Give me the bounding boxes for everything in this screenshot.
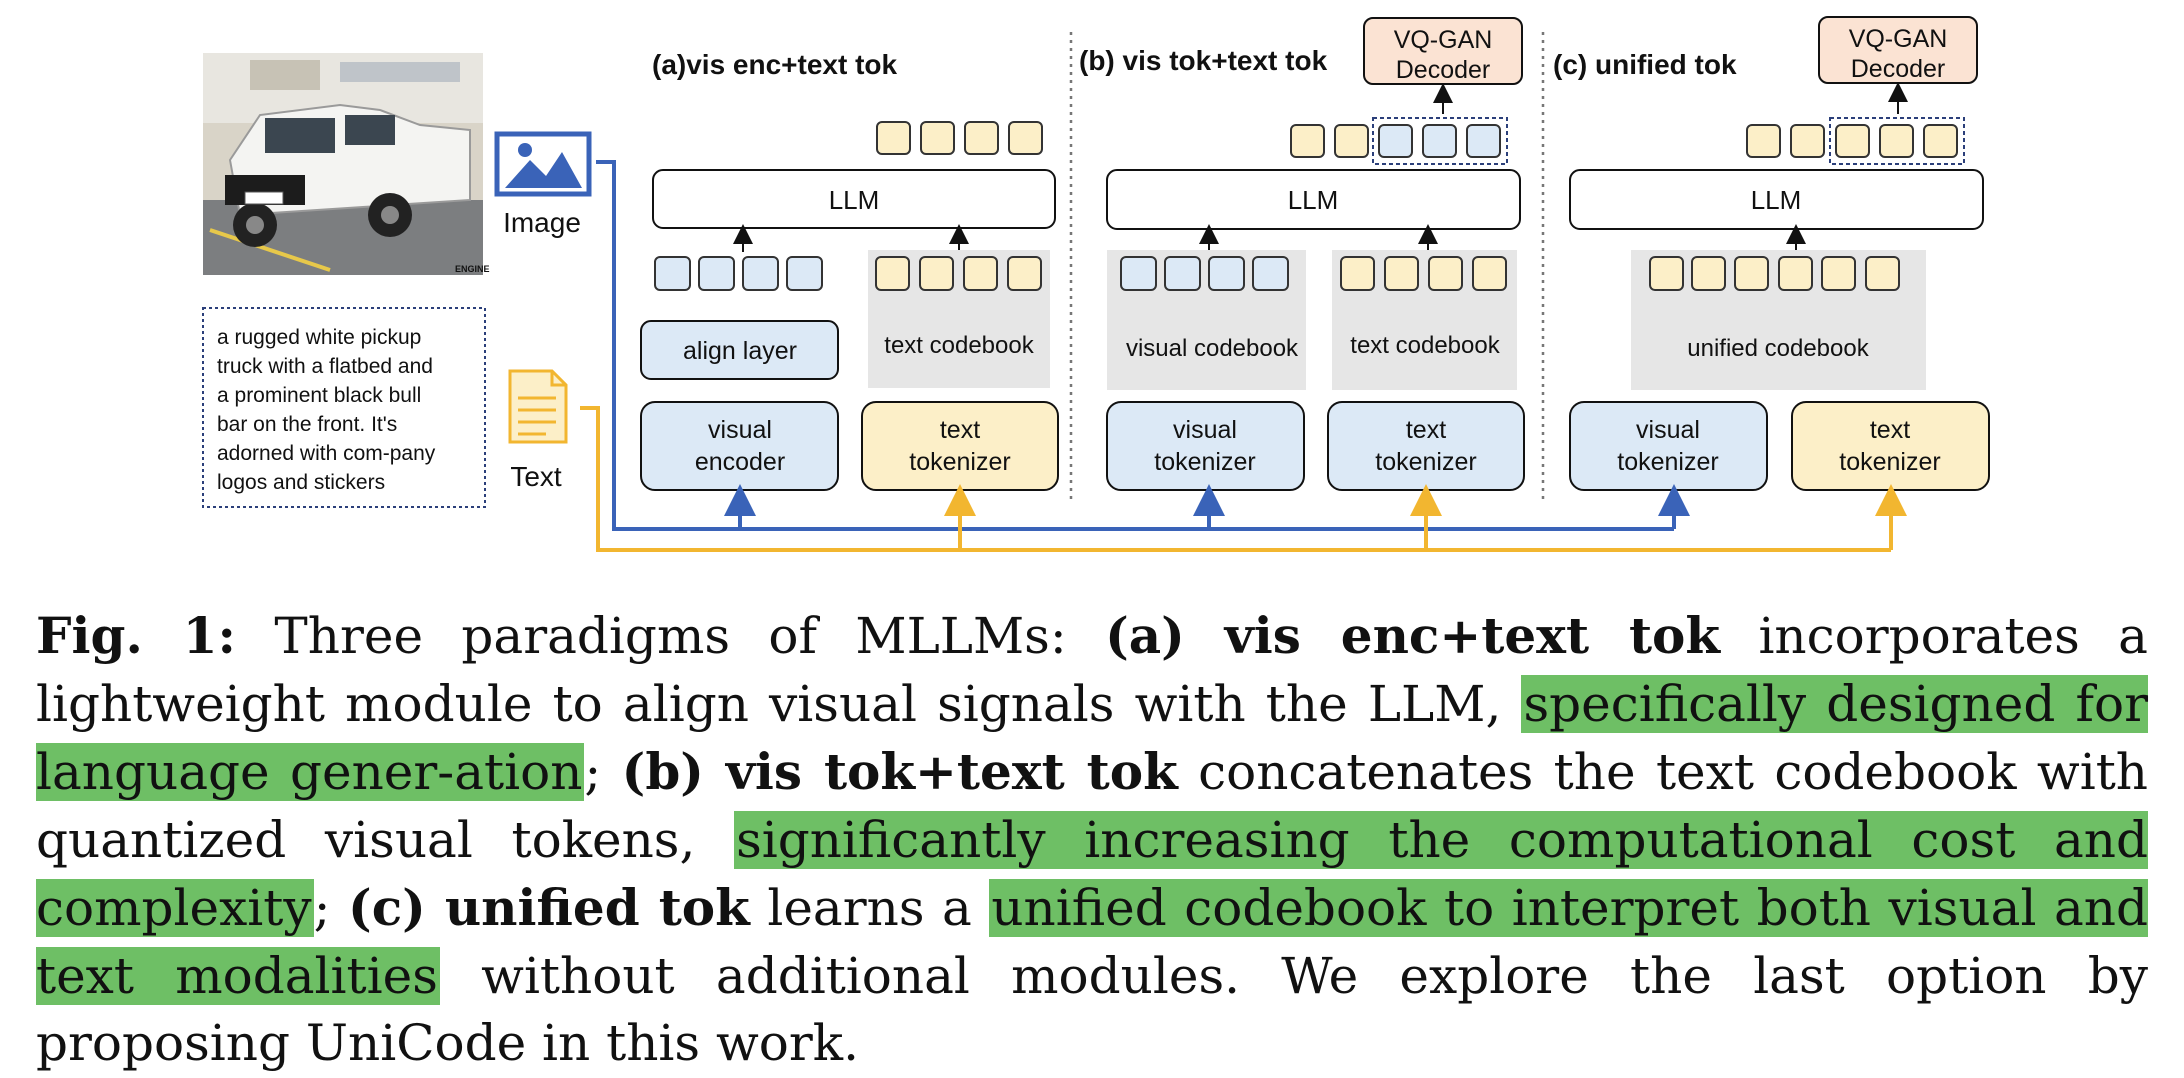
text-tokenizer-label: text [1870,416,1910,444]
caption-text: concatenates the text codebook with quan… [36,743,2149,869]
image-token-group [1829,117,1965,165]
llm-box [1106,169,1521,230]
output-tokens [1290,124,1501,158]
llm-label: LLM [829,185,880,215]
visual-codebook-tokens [1120,256,1289,291]
vq-gan-decoder-label: VQ-GAN [1394,26,1493,54]
sample-text-line: truck with a flatbed and [217,355,433,378]
text-label: Text [510,461,562,492]
sample-text-line: a rugged white pickup [217,326,421,349]
visual-encoder-label: visual [708,416,772,444]
align-layer-label: align layer [683,337,797,365]
panel-c: (c) unified tok VQ-GAN Decoder LLM unifi… [1553,16,1990,491]
caption-fig-label: Fig. 1: [36,606,237,665]
text-codebook-tokens [1340,256,1507,291]
caption-text: ; [584,743,622,801]
visual-tokenizer-label: tokenizer [1617,448,1718,476]
visual-tokenizer-label: visual [1173,416,1237,444]
image-flow-lines [596,160,1690,531]
visual-encoder-label: encoder [695,448,785,476]
output-tokens [876,121,1043,155]
sample-text-box [202,307,486,508]
panel-a: (a)vis enc+text tok LLM text codebook a [640,49,1059,491]
sample-text-line: a prominent black bull [217,384,421,407]
text-codebook-label: text codebook [1350,332,1500,359]
text-tokenizer-label: tokenizer [1839,448,1940,476]
panel-b: (b) vis tok+text tok VQ-GAN Decoder LLM … [1079,17,1525,491]
truck-photo: ENGINE [203,53,490,275]
visual-tokenizer-label: visual [1636,416,1700,444]
photo-watermark: ENGINE [455,264,490,274]
caption-text: ; [313,879,349,937]
caption-text: learns a [749,879,990,937]
unified-codebook-tokens [1649,256,1900,291]
caption-text: incorporates a lightweight module to ali… [36,607,2148,733]
panel-c-title: (c) unified tok [1553,49,1737,80]
image-icon [494,131,592,197]
text-tokenizer-label: tokenizer [1375,448,1476,476]
vq-gan-decoder-label: Decoder [1396,56,1491,84]
vq-gan-decoder-label: Decoder [1851,55,1946,83]
image-label: Image [503,207,581,238]
output-tokens [1746,124,1958,158]
sample-text: a rugged white pickup truck with a flatb… [217,326,436,494]
text-tokenizer-label: tokenizer [909,448,1010,476]
caption-paradigm-c: (c) unified tok [348,878,750,937]
caption-paradigm-a: (a) vis enc+text tok [1105,606,1721,665]
text-tokenizer-label: text [940,416,980,444]
vq-gan-decoder-label: VQ-GAN [1849,25,1948,53]
llm-box [1569,169,1984,230]
visual-codebook-label: visual codebook [1126,335,1299,362]
caption-text: Three paradigms of MLLMs: [236,607,1106,665]
panel-b-title: (b) vis tok+text tok [1079,45,1328,76]
codebook-tokens [875,256,1042,291]
unified-codebook-label: unified codebook [1687,335,1869,362]
text-flow-lines [580,406,1907,552]
caption-paradigm-b: (b) vis tok+text tok [621,742,1178,801]
align-layer-box [640,320,839,380]
document-icon [508,369,568,444]
figure-caption: Fig. 1: Three paradigms of MLLMs: (a) vi… [36,602,2148,1078]
llm-box [652,169,1056,229]
sample-text-line: adorned with com-pany [217,442,436,465]
image-token-group [1372,117,1508,165]
figure-diagram: ENGINE Image Text a rugged white pickup … [202,16,1990,552]
text-tokenizer-label: text [1406,416,1446,444]
text-codebook-label: text codebook [884,332,1034,359]
panel-a-title: (a)vis enc+text tok [652,49,898,80]
sample-text-line: logos and stickers [217,471,385,494]
visual-tokenizer-label: tokenizer [1154,448,1255,476]
sample-text-line: bar on the front. It's [217,413,397,436]
llm-label: LLM [1751,185,1802,215]
llm-label: LLM [1288,185,1339,215]
visual-tokens [654,256,823,291]
